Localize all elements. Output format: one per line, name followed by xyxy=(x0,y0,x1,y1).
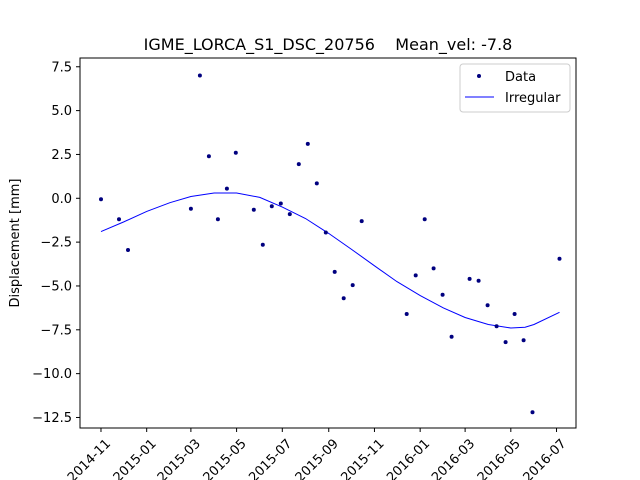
legend-irregular-label: Irregular xyxy=(505,91,561,106)
data-point xyxy=(233,150,238,155)
x-tick-label: 2015-03 xyxy=(155,436,204,480)
chart-title: IGME_LORCA_S1_DSC_20756 Mean_vel: -7.8 xyxy=(144,35,513,55)
data-point xyxy=(251,207,256,212)
x-axis: 2014-112015-012015-032015-052015-072015-… xyxy=(65,428,570,480)
data-point xyxy=(440,292,445,297)
legend-data-label: Data xyxy=(505,70,536,85)
data-point xyxy=(260,242,265,247)
data-point xyxy=(215,217,220,222)
y-tick-label: −2.5 xyxy=(40,236,72,251)
data-point xyxy=(485,303,490,308)
x-tick-label: 2015-05 xyxy=(201,436,250,480)
x-tick-label: 2015-07 xyxy=(246,436,295,480)
data-point xyxy=(512,312,517,316)
legend-data-marker xyxy=(477,74,481,78)
plot-background xyxy=(80,58,576,428)
data-point xyxy=(99,197,103,202)
legend-box xyxy=(459,63,571,113)
plot-frame xyxy=(79,57,577,429)
y-axis-label: Displacement [mm] xyxy=(8,179,23,308)
data-point xyxy=(476,278,481,283)
x-tick-label: 2016-07 xyxy=(521,436,570,480)
data-point xyxy=(197,73,202,78)
x-tick-label: 2016-01 xyxy=(384,436,433,480)
data-point xyxy=(530,410,535,415)
x-tick-label: 2016-03 xyxy=(429,436,478,480)
data-point xyxy=(521,338,526,343)
y-tick-label: 0.0 xyxy=(51,192,72,207)
data-point xyxy=(467,276,472,281)
x-tick-label: 2016-05 xyxy=(475,436,524,480)
y-tick-label: −7.5 xyxy=(40,323,72,338)
data-point xyxy=(431,266,436,271)
data-point xyxy=(314,181,319,186)
data-point xyxy=(323,230,328,235)
data-point xyxy=(305,141,310,146)
data-series xyxy=(99,73,562,415)
data-point xyxy=(494,324,499,329)
y-tick-label: 5.0 xyxy=(51,104,72,119)
data-point xyxy=(117,217,121,222)
data-point xyxy=(188,206,193,211)
data-point xyxy=(404,312,409,316)
data-point xyxy=(422,217,427,222)
data-point xyxy=(278,201,283,206)
data-point xyxy=(126,248,130,252)
data-point xyxy=(287,212,292,217)
y-tick-label: −10.0 xyxy=(32,367,72,382)
data-point xyxy=(359,219,364,224)
x-tick-label: 2015-01 xyxy=(111,436,160,480)
legend: Data Irregular xyxy=(459,63,571,113)
data-point xyxy=(206,154,211,159)
irregular-line xyxy=(100,192,560,329)
data-point xyxy=(449,334,454,339)
data-point xyxy=(332,269,337,274)
data-point xyxy=(350,283,355,288)
x-tick-label: 2014-11 xyxy=(65,436,114,480)
y-tick-label: −5.0 xyxy=(40,279,72,294)
data-point xyxy=(341,296,346,301)
data-point xyxy=(296,162,301,167)
y-axis: 7.5 5.0 2.5 0.0 −2.5 −5.0 −7.5 −10.0 −12.5 xyxy=(32,60,80,426)
x-tick-label: 2015-11 xyxy=(338,436,387,480)
data-point xyxy=(503,340,508,345)
y-tick-label: −12.5 xyxy=(32,411,72,426)
irregular-series xyxy=(100,192,560,329)
data-point xyxy=(557,256,562,261)
y-tick-label: 2.5 xyxy=(51,148,72,163)
data-point xyxy=(269,204,274,209)
data-point xyxy=(224,186,229,191)
data-point xyxy=(413,273,418,278)
y-tick-label: 7.5 xyxy=(51,60,72,75)
x-tick-label: 2015-09 xyxy=(293,436,342,480)
